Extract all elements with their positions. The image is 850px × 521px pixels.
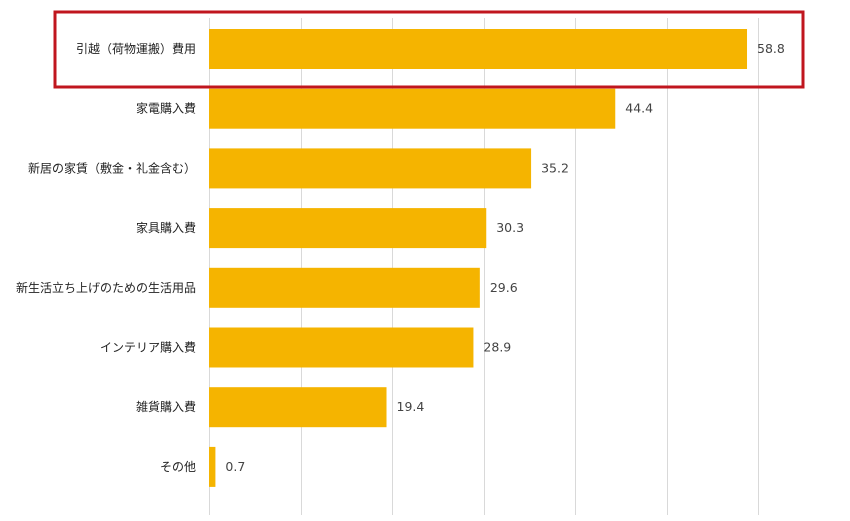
category-label: その他: [160, 460, 196, 474]
value-label: 28.9: [483, 340, 511, 355]
category-label: 雑貨購入費: [136, 399, 196, 414]
category-label: 家具購入費: [136, 220, 196, 235]
value-label: 58.8: [757, 41, 785, 56]
bar: [209, 208, 487, 249]
bar: [209, 327, 474, 368]
category-label: 新生活立ち上げのための生活用品: [16, 280, 196, 295]
bar: [209, 148, 532, 189]
bar: [209, 29, 748, 69]
labels: 引越（荷物運搬）費用 58.8 家電購入費 44.4 新居の家賃（敷金・礼金含む） 35.…: [16, 41, 785, 474]
bar: [209, 446, 216, 487]
value-label: 35.2: [541, 160, 569, 175]
value-label: 29.6: [490, 280, 518, 295]
bars: [209, 29, 748, 487]
highlight-box: [53, 10, 805, 89]
bar: [209, 387, 387, 428]
category-label: 新居の家賃（敷金・礼金含む）: [28, 160, 196, 175]
bar: [209, 88, 616, 129]
value-label: 44.4: [625, 101, 653, 116]
value-label: 0.7: [225, 459, 245, 474]
value-label: 19.4: [397, 399, 425, 414]
category-label: 引越（荷物運搬）費用: [76, 41, 196, 56]
category-label: インテリア購入費: [100, 340, 196, 355]
value-label: 30.3: [496, 220, 524, 235]
category-label: 家電購入費: [136, 101, 196, 116]
bar: [209, 267, 480, 308]
